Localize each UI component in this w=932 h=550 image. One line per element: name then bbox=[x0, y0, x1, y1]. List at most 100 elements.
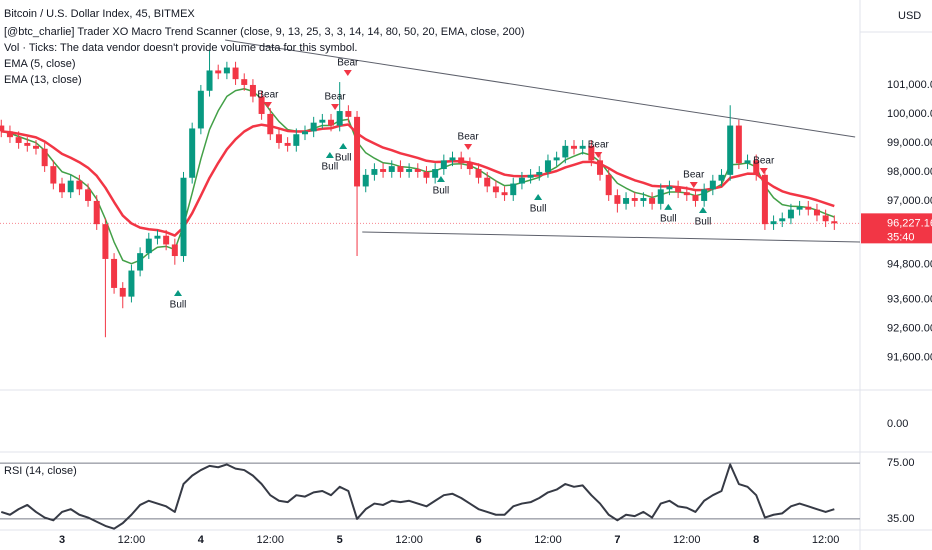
candle-body bbox=[267, 113, 274, 135]
candle-body bbox=[137, 253, 144, 271]
trendline bbox=[225, 39, 856, 138]
candle-body bbox=[232, 67, 239, 80]
candle-body bbox=[449, 157, 456, 161]
candle-body bbox=[475, 169, 482, 178]
candle-body bbox=[102, 224, 109, 259]
y-tick-label: 91,600.00 bbox=[887, 351, 932, 363]
candle-body bbox=[753, 160, 760, 175]
candle-body bbox=[588, 145, 595, 161]
candle-body bbox=[796, 206, 803, 210]
candle-body bbox=[354, 116, 361, 187]
candle-body bbox=[597, 160, 604, 175]
y-tick-label: 100,000.00 bbox=[887, 108, 932, 120]
signal-arrow bbox=[689, 181, 698, 188]
signal-arrow bbox=[698, 206, 707, 213]
candle-body bbox=[93, 200, 100, 225]
signal-arrow bbox=[436, 175, 445, 182]
candle-body bbox=[666, 186, 673, 190]
candle-body bbox=[432, 169, 439, 178]
candle-body bbox=[275, 134, 282, 143]
candle-body bbox=[301, 131, 308, 135]
signal-arrow bbox=[263, 101, 272, 108]
candle-body bbox=[397, 166, 404, 172]
candle-body bbox=[570, 145, 577, 149]
symbol-title[interactable]: Bitcoin / U.S. Dollar Index, 45, BITMEX bbox=[4, 8, 195, 20]
x-tick-label: 12:00 bbox=[395, 534, 423, 546]
x-tick-label: 12:00 bbox=[257, 534, 285, 546]
candle-body bbox=[249, 84, 256, 97]
rsi-title[interactable]: RSI (14, close) bbox=[4, 465, 77, 477]
y-tick-label: 93,600.00 bbox=[887, 293, 932, 305]
x-tick-label: 12:00 bbox=[673, 534, 701, 546]
signal-arrow bbox=[343, 69, 352, 76]
signal-label: Bull bbox=[170, 300, 187, 311]
indicator-legend[interactable]: [@btc_charlie] Trader XO Macro Trend Sca… bbox=[4, 26, 525, 38]
signal-label: Bull bbox=[530, 204, 547, 215]
signal-arrow bbox=[534, 193, 543, 200]
signal-label: Bear bbox=[683, 170, 705, 181]
candle-body bbox=[527, 174, 534, 178]
candle-body bbox=[293, 134, 300, 146]
candle-body bbox=[163, 235, 170, 245]
candle-body bbox=[85, 189, 92, 201]
legend-entry[interactable]: EMA (13, close) bbox=[4, 74, 82, 86]
candle-body bbox=[206, 70, 213, 91]
candle-body bbox=[380, 169, 387, 172]
x-tick-label: 5 bbox=[337, 534, 343, 546]
candle-body bbox=[779, 218, 786, 222]
signal-label: Bull bbox=[433, 186, 450, 197]
candle-body bbox=[787, 209, 794, 219]
candle-body bbox=[406, 169, 413, 172]
candle-body bbox=[111, 258, 118, 288]
candle-body bbox=[631, 198, 638, 201]
signal-arrow bbox=[594, 151, 603, 158]
candle-body bbox=[310, 122, 317, 132]
candle-body bbox=[709, 180, 716, 190]
candle-body bbox=[466, 163, 473, 170]
rsi-line bbox=[0, 463, 835, 530]
legend-entry[interactable]: EMA (5, close) bbox=[4, 58, 76, 70]
signal-arrow bbox=[325, 151, 334, 158]
candle-body bbox=[770, 221, 777, 225]
candle-body bbox=[544, 160, 551, 172]
candle-body bbox=[579, 145, 586, 149]
signal-arrow bbox=[174, 289, 183, 296]
rsi-pane bbox=[0, 462, 860, 530]
y-tick-label: 92,600.00 bbox=[887, 322, 932, 334]
candle-body bbox=[119, 287, 126, 297]
candle-body bbox=[675, 186, 682, 193]
signal-label: Bear bbox=[257, 90, 279, 101]
y-tick-label: 98,000.00 bbox=[887, 166, 932, 178]
signal-arrow bbox=[664, 203, 673, 210]
candle-body bbox=[154, 235, 161, 239]
y-tick-label: 99,000.00 bbox=[887, 137, 932, 149]
candle-body bbox=[50, 166, 57, 184]
candle-body bbox=[371, 169, 378, 175]
x-tick-label: 12:00 bbox=[812, 534, 840, 546]
candle-body bbox=[241, 79, 248, 85]
candle-body bbox=[388, 166, 395, 172]
candle-body bbox=[492, 186, 499, 193]
price-pane bbox=[0, 39, 860, 338]
x-tick-label: 12:00 bbox=[534, 534, 562, 546]
price-label-box bbox=[861, 213, 932, 244]
candle-body bbox=[484, 177, 491, 187]
candle-body bbox=[640, 198, 647, 201]
candle-body bbox=[345, 111, 352, 117]
signal-label: Bear bbox=[337, 58, 359, 69]
candle-body bbox=[0, 125, 5, 132]
candle-body bbox=[813, 209, 820, 216]
candle-body bbox=[562, 145, 569, 158]
candle-body bbox=[692, 195, 699, 201]
candle-body bbox=[727, 125, 734, 175]
x-tick-label: 3 bbox=[59, 534, 65, 546]
candle-body bbox=[831, 221, 838, 224]
candle-body bbox=[24, 142, 31, 146]
candle-body bbox=[553, 157, 560, 161]
signal-arrow bbox=[339, 142, 348, 149]
candle-body bbox=[180, 177, 187, 257]
currency[interactable]: USD bbox=[898, 10, 921, 22]
signal-label: Bull bbox=[335, 153, 352, 164]
